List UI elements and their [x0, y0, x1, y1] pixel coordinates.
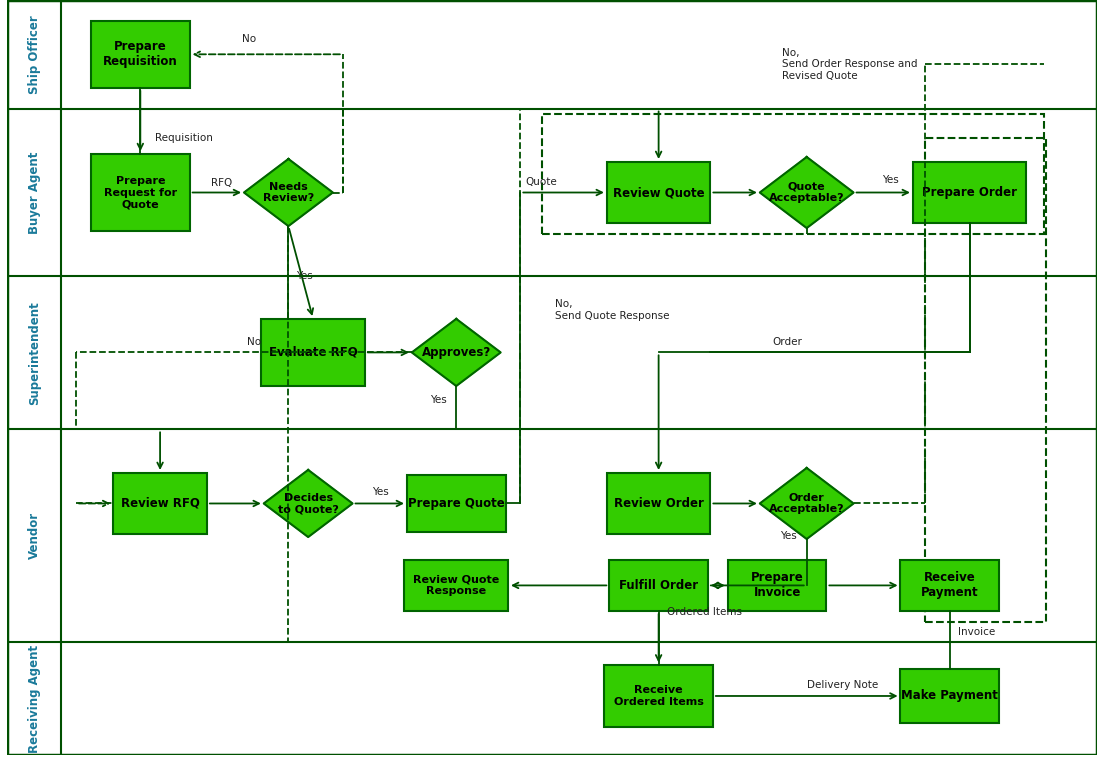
Text: No,
Send Quote Response: No, Send Quote Response	[555, 299, 669, 321]
Text: No,
Send Order Response and
Revised Quote: No, Send Order Response and Revised Quot…	[782, 47, 917, 81]
Text: Receive
Ordered Items: Receive Ordered Items	[614, 685, 703, 707]
Text: Ship Officer: Ship Officer	[28, 15, 41, 93]
Polygon shape	[412, 319, 501, 386]
Text: Superintendent: Superintendent	[28, 301, 41, 405]
Text: Yes: Yes	[429, 395, 446, 405]
Text: No: No	[242, 34, 256, 44]
Text: RFQ: RFQ	[211, 177, 232, 187]
Polygon shape	[244, 159, 332, 226]
Text: Review RFQ: Review RFQ	[120, 497, 200, 510]
Polygon shape	[264, 470, 352, 537]
Text: Prepare Order: Prepare Order	[922, 186, 1017, 199]
Bar	[604, 666, 713, 727]
Text: No: No	[247, 337, 261, 347]
Text: Quote
Acceptable?: Quote Acceptable?	[768, 182, 845, 203]
Text: Requisition: Requisition	[156, 133, 213, 143]
Polygon shape	[760, 157, 853, 228]
Text: Approves?: Approves?	[422, 346, 491, 359]
Bar	[913, 162, 1027, 223]
Bar	[901, 669, 999, 723]
Bar	[407, 475, 506, 532]
Text: Prepare
Request for
Quote: Prepare Request for Quote	[104, 176, 177, 209]
Text: Review Quote: Review Quote	[613, 186, 704, 199]
Text: Order
Acceptable?: Order Acceptable?	[768, 493, 845, 514]
Text: Needs
Review?: Needs Review?	[263, 182, 314, 203]
Bar	[728, 560, 827, 611]
Text: Yes: Yes	[882, 174, 899, 184]
Text: Quote: Quote	[526, 177, 558, 187]
Bar	[607, 473, 711, 534]
Text: Prepare Quote: Prepare Quote	[407, 497, 505, 510]
Text: Invoice: Invoice	[958, 627, 995, 636]
Bar	[607, 162, 711, 223]
Text: Make Payment: Make Payment	[901, 689, 998, 702]
Text: Order: Order	[772, 337, 802, 347]
Text: Prepare
Requisition: Prepare Requisition	[103, 41, 178, 68]
Text: Yes: Yes	[296, 272, 314, 282]
Text: Receiving Agent: Receiving Agent	[28, 644, 41, 753]
Bar	[91, 154, 190, 231]
Bar	[901, 560, 999, 611]
Text: Yes: Yes	[372, 487, 389, 496]
Text: Fulfill Order: Fulfill Order	[619, 579, 698, 592]
Text: Evaluate RFQ: Evaluate RFQ	[268, 346, 358, 359]
Text: Vendor: Vendor	[28, 512, 41, 559]
Bar	[925, 138, 1045, 622]
Bar	[542, 113, 1043, 234]
Text: Prepare
Invoice: Prepare Invoice	[751, 571, 804, 600]
Text: Yes: Yes	[781, 531, 797, 541]
Text: Delivery Note: Delivery Note	[807, 680, 878, 690]
Bar	[91, 21, 190, 88]
Text: Buyer Agent: Buyer Agent	[28, 151, 41, 233]
Bar	[404, 560, 508, 611]
Bar	[262, 319, 365, 386]
Text: Review Quote
Response: Review Quote Response	[413, 575, 499, 596]
Text: Ordered Items: Ordered Items	[667, 607, 742, 617]
Text: Review Order: Review Order	[614, 497, 703, 510]
Text: Decides
to Quote?: Decides to Quote?	[278, 493, 339, 514]
Polygon shape	[760, 468, 853, 539]
Bar	[114, 473, 206, 534]
Text: Receive
Payment: Receive Payment	[921, 571, 978, 600]
Bar	[609, 560, 708, 611]
